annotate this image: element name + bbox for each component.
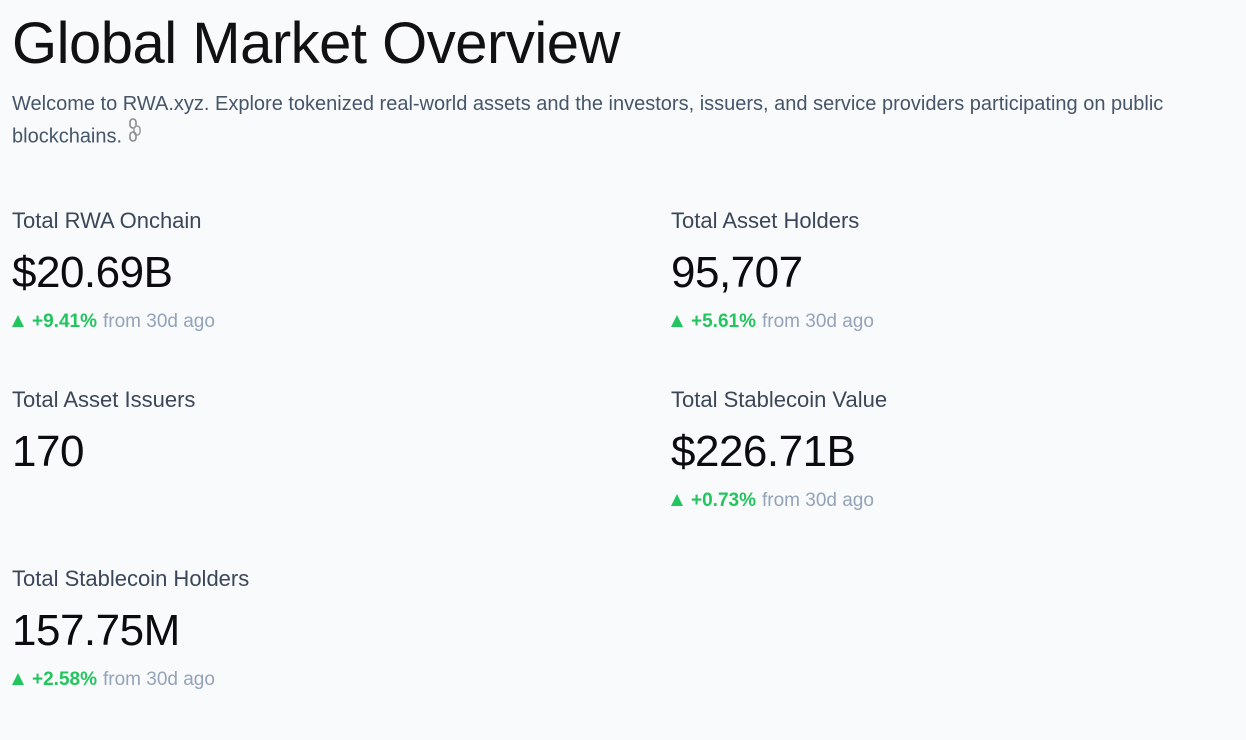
change-percent: +2.58%: [32, 669, 97, 690]
change-suffix: from 30d ago: [761, 311, 874, 332]
intro-text-content: Welcome to RWA.xyz. Explore tokenized re…: [12, 93, 1164, 148]
stat-value: $20.69B: [12, 248, 173, 297]
triangle-up-icon: [671, 494, 683, 506]
stat-change: +9.41% from 30d ago: [12, 310, 572, 334]
stat-label: Total Stablecoin Value: [671, 387, 888, 412]
stat-label: Total Stablecoin Holders: [12, 566, 250, 591]
stat-label: Total RWA Onchain: [12, 208, 202, 233]
change-percent: +5.61%: [691, 311, 756, 332]
change-suffix: from 30d ago: [102, 669, 215, 690]
stat-value: $226.71B: [671, 427, 856, 476]
stat-label: Total Asset Issuers: [12, 387, 196, 412]
page-title: Global Market Overview: [12, 11, 620, 76]
stat-value: 170: [12, 427, 84, 476]
chain-link-icon: [126, 118, 144, 152]
change-suffix: from 30d ago: [761, 490, 874, 511]
change-percent: +9.41%: [32, 311, 97, 332]
stat-change: +0.73% from 30d ago: [671, 489, 1231, 513]
stat-total-stablecoin-holders: Total Stablecoin Holders 157.75M +2.58% …: [12, 565, 572, 692]
change-percent: +0.73%: [691, 490, 756, 511]
stat-change: +2.58% from 30d ago: [12, 668, 572, 692]
stat-change: +5.61% from 30d ago: [671, 310, 1231, 334]
intro-text: Welcome to RWA.xyz. Explore tokenized re…: [12, 88, 1222, 154]
triangle-up-icon: [12, 315, 24, 327]
stat-total-rwa-onchain: Total RWA Onchain $20.69B +9.41% from 30…: [12, 207, 572, 334]
stat-total-asset-issuers: Total Asset Issuers 170: [12, 386, 572, 478]
stat-value: 95,707: [671, 248, 803, 297]
triangle-up-icon: [671, 315, 683, 327]
stat-total-stablecoin-value: Total Stablecoin Value $226.71B +0.73% f…: [671, 386, 1231, 513]
stat-value: 157.75M: [12, 606, 180, 655]
triangle-up-icon: [12, 673, 24, 685]
stat-total-asset-holders: Total Asset Holders 95,707 +5.61% from 3…: [671, 207, 1231, 334]
stat-label: Total Asset Holders: [671, 208, 860, 233]
change-suffix: from 30d ago: [102, 311, 215, 332]
